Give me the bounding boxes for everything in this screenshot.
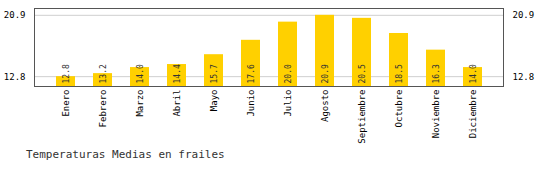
- svg-text:13.2: 13.2: [99, 64, 108, 83]
- svg-text:15.7: 15.7: [210, 64, 219, 83]
- svg-text:Abril: Abril: [172, 90, 182, 117]
- svg-text:Junio: Junio: [246, 90, 256, 117]
- svg-text:17.6: 17.6: [247, 64, 256, 83]
- svg-text:14.0: 14.0: [136, 64, 145, 83]
- svg-text:16.3: 16.3: [432, 64, 441, 83]
- svg-text:14.4: 14.4: [173, 64, 182, 83]
- svg-text:Enero: Enero: [61, 90, 71, 117]
- svg-text:Febrero: Febrero: [98, 90, 108, 128]
- svg-text:12.8: 12.8: [4, 72, 26, 82]
- svg-text:20.9: 20.9: [4, 10, 26, 20]
- svg-text:20.5: 20.5: [358, 64, 367, 83]
- svg-text:20.9: 20.9: [513, 10, 535, 20]
- svg-text:Septiembre: Septiembre: [357, 90, 367, 144]
- html-text:Temperaturas Medias en frailes: Temperaturas Medias en frailes: [26, 148, 225, 161]
- svg-text:Marzo: Marzo: [135, 90, 145, 117]
- svg-text:18.5: 18.5: [395, 64, 404, 83]
- svg-text:20.0: 20.0: [284, 64, 293, 83]
- svg-text:Octubre: Octubre: [394, 90, 404, 128]
- svg-text:12.8: 12.8: [513, 72, 535, 82]
- svg-text:Agosto: Agosto: [320, 90, 330, 123]
- svg-text:20.9: 20.9: [321, 64, 330, 83]
- svg-text:Mayo: Mayo: [209, 90, 219, 112]
- svg-text:12.8: 12.8: [62, 64, 71, 83]
- svg-text:Julio: Julio: [283, 90, 293, 117]
- svg-text:Diciembre: Diciembre: [468, 90, 478, 139]
- svg-text:14.0: 14.0: [469, 64, 478, 83]
- svg-text:Noviembre: Noviembre: [431, 90, 441, 139]
